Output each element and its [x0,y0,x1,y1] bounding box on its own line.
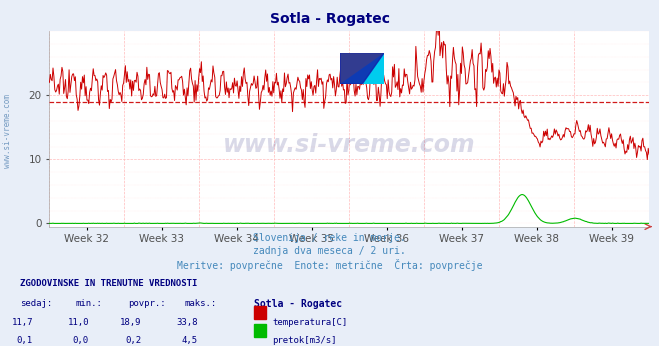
Text: Slovenija / reke in morje.: Slovenija / reke in morje. [253,233,406,243]
Text: 4,5: 4,5 [182,336,198,345]
Text: 11,7: 11,7 [11,318,33,327]
Text: ZGODOVINSKE IN TRENUTNE VREDNOSTI: ZGODOVINSKE IN TRENUTNE VREDNOSTI [20,279,197,288]
Text: pretok[m3/s]: pretok[m3/s] [272,336,337,345]
Polygon shape [340,53,384,84]
Text: 18,9: 18,9 [120,318,142,327]
Text: 0,2: 0,2 [126,336,142,345]
Text: 0,0: 0,0 [73,336,89,345]
Polygon shape [340,53,384,84]
Text: 11,0: 11,0 [67,318,89,327]
Text: zadnja dva meseca / 2 uri.: zadnja dva meseca / 2 uri. [253,246,406,256]
Text: Sotla - Rogatec: Sotla - Rogatec [254,299,342,309]
Text: Meritve: povprečne  Enote: metrične  Črta: povprečje: Meritve: povprečne Enote: metrične Črta:… [177,259,482,271]
Text: temperatura[C]: temperatura[C] [272,318,347,327]
Text: maks.:: maks.: [185,299,217,308]
Text: min.:: min.: [76,299,103,308]
Text: 0,1: 0,1 [17,336,33,345]
Text: sedaj:: sedaj: [20,299,52,308]
Polygon shape [340,53,384,84]
Text: www.si-vreme.com: www.si-vreme.com [223,133,476,156]
Text: www.si-vreme.com: www.si-vreme.com [3,94,13,169]
Text: Sotla - Rogatec: Sotla - Rogatec [270,12,389,26]
Text: povpr.:: povpr.: [129,299,166,308]
Text: 33,8: 33,8 [176,318,198,327]
